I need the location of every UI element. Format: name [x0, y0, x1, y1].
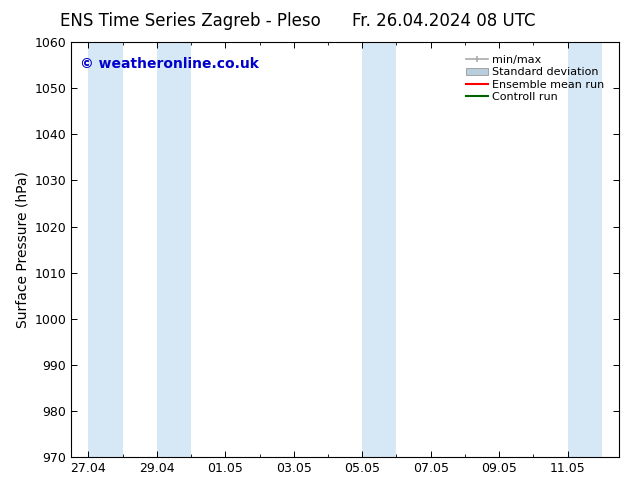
Bar	[88, 42, 122, 457]
Text: Fr. 26.04.2024 08 UTC: Fr. 26.04.2024 08 UTC	[352, 12, 536, 30]
Text: ENS Time Series Zagreb - Pleso: ENS Time Series Zagreb - Pleso	[60, 12, 321, 30]
Bar	[567, 42, 602, 457]
Y-axis label: Surface Pressure (hPa): Surface Pressure (hPa)	[15, 171, 29, 328]
Bar	[157, 42, 191, 457]
Text: © weatheronline.co.uk: © weatheronline.co.uk	[79, 56, 259, 71]
Legend: min/max, Standard deviation, Ensemble mean run, Controll run: min/max, Standard deviation, Ensemble me…	[462, 52, 608, 105]
Bar	[362, 42, 396, 457]
